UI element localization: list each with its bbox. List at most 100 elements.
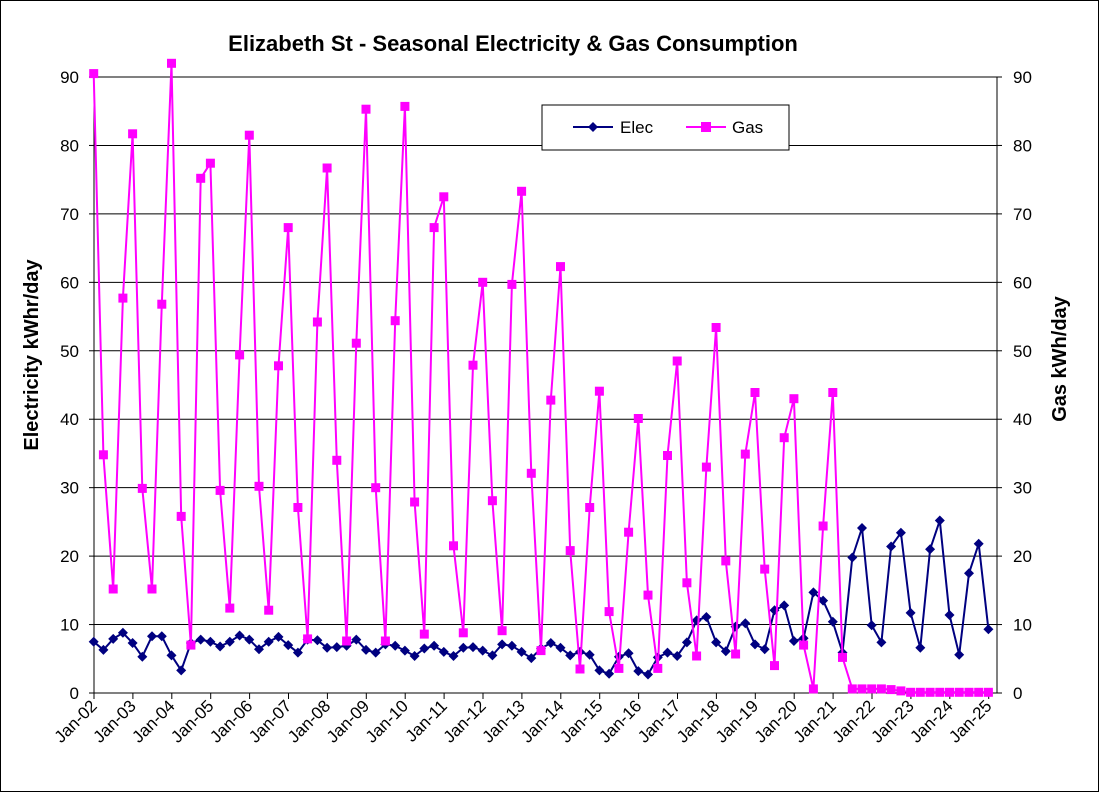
series-gas-point — [400, 101, 410, 111]
series-gas-point — [964, 687, 974, 697]
series-elec-point — [516, 646, 527, 657]
series-elec-point — [788, 636, 799, 646]
x-axis-tick-label: Jan-08 — [284, 696, 334, 746]
series-gas-point — [517, 186, 527, 196]
series-gas-point — [254, 481, 264, 491]
x-axis-tick-label: Jan-03 — [90, 696, 140, 746]
series-elec-point — [954, 649, 965, 660]
series-gas-point — [789, 394, 799, 404]
series-elec-point — [312, 635, 323, 646]
series-gas-point — [653, 663, 663, 673]
series-elec-point — [224, 636, 235, 647]
y-axis-right-tick-label: 80 — [1013, 136, 1032, 155]
series-gas-point — [672, 356, 682, 366]
series-gas-point — [215, 485, 225, 495]
series-gas-point — [585, 503, 595, 512]
y-axis-left-ticks: 0 10 20 30 40 50 60 70 80 90 — [60, 68, 79, 703]
series-gas-point — [186, 640, 196, 650]
x-axis-tick-label: Jan-22 — [829, 696, 879, 746]
series-elec-point — [273, 631, 284, 642]
series-elec-point — [964, 568, 974, 579]
series-gas-point — [176, 511, 186, 521]
series-elec-point — [244, 634, 255, 645]
series-elec-point — [555, 642, 566, 653]
series-gas-point — [867, 684, 877, 694]
series-elec-point — [944, 610, 955, 620]
x-axis-tick-label: Jan-20 — [751, 696, 801, 746]
chart-title: Elizabeth St - Seasonal Electricity & Ga… — [228, 31, 798, 56]
series-elec-point — [711, 637, 722, 648]
series-elec-point — [623, 648, 634, 659]
y-axis-right-tick-label: 0 — [1013, 684, 1022, 703]
series-elec-point — [633, 666, 644, 677]
series-gas-point — [740, 449, 750, 459]
series-gas-point — [663, 451, 672, 460]
series-gas-point — [274, 361, 283, 371]
series-elec-point — [779, 600, 790, 611]
series-gas-point — [983, 687, 993, 697]
x-axis-tick-label: Jan-21 — [790, 696, 840, 746]
x-axis-tick-label: Jan-24 — [906, 696, 956, 746]
series-elec-point — [545, 638, 556, 648]
series-gas-point — [332, 455, 342, 465]
series-elec-point — [876, 637, 887, 648]
y-axis-right-tick-label: 40 — [1013, 410, 1032, 429]
series-elec-point — [506, 640, 517, 651]
plot-area — [94, 77, 997, 693]
y-axis-left-tick-label: 70 — [60, 205, 79, 224]
series-elec-point — [866, 620, 877, 631]
series-elec-point — [526, 653, 537, 664]
series-gas-point — [128, 129, 138, 139]
series-gas-point — [361, 104, 371, 114]
series-gas-point — [264, 605, 274, 615]
series-gas-point — [293, 503, 303, 512]
series-gas-point — [935, 687, 945, 697]
series-gas-point — [536, 646, 546, 656]
y-axis-right-tick-label: 60 — [1013, 273, 1032, 292]
series-gas-point — [701, 462, 711, 472]
series-elec-point — [351, 634, 362, 645]
series-gas-point — [98, 450, 108, 460]
series-elec-point — [156, 631, 167, 642]
series-gas-point — [925, 687, 935, 697]
series-gas-point — [838, 652, 847, 662]
series-elec-point — [983, 624, 994, 635]
series-gas-point — [857, 684, 867, 694]
x-axis-tick-label: Jan-04 — [128, 696, 178, 746]
series-gas-point — [828, 388, 838, 397]
series-gas-point — [419, 629, 429, 639]
x-axis-tick-label: Jan-10 — [362, 696, 412, 746]
series-gas-point — [876, 684, 886, 694]
y-axis-left-tick-label: 50 — [60, 342, 79, 361]
series-gas-point — [351, 338, 361, 348]
series-elec-point — [827, 616, 838, 627]
x-axis-tick-label: Jan-07 — [245, 696, 295, 746]
y-axis-left-tick-label: 30 — [60, 479, 79, 498]
series-gas-point — [429, 223, 439, 233]
series-elec-point — [390, 640, 401, 651]
y-axis-left-tick-label: 10 — [60, 616, 79, 635]
series-gas-point — [818, 521, 828, 531]
series-gas-point — [312, 317, 322, 327]
series-elec-point — [565, 650, 576, 661]
series-gas-point — [283, 223, 293, 233]
x-axis-tick-label: Jan-19 — [712, 696, 762, 746]
series-gas-point — [906, 687, 916, 697]
series-gas-point — [196, 173, 206, 183]
series-gas-point — [945, 687, 954, 697]
series-gas-point — [303, 634, 313, 644]
series-elec-point — [759, 644, 770, 655]
series-elec-point — [292, 647, 303, 658]
y-axis-left-tick-label: 80 — [60, 136, 79, 155]
series-elec-point — [127, 638, 138, 648]
series-elec-point — [98, 644, 109, 655]
series-elec-point — [166, 650, 177, 661]
series-gas-point — [118, 293, 128, 303]
series-elec-point — [497, 639, 508, 650]
series-gas-point — [439, 192, 449, 202]
series-gas-point — [468, 360, 478, 370]
series-elec-point — [254, 644, 264, 655]
series-elec-point — [263, 636, 274, 647]
x-axis-tick-label: Jan-17 — [634, 696, 684, 746]
series-gas-point — [594, 386, 604, 396]
